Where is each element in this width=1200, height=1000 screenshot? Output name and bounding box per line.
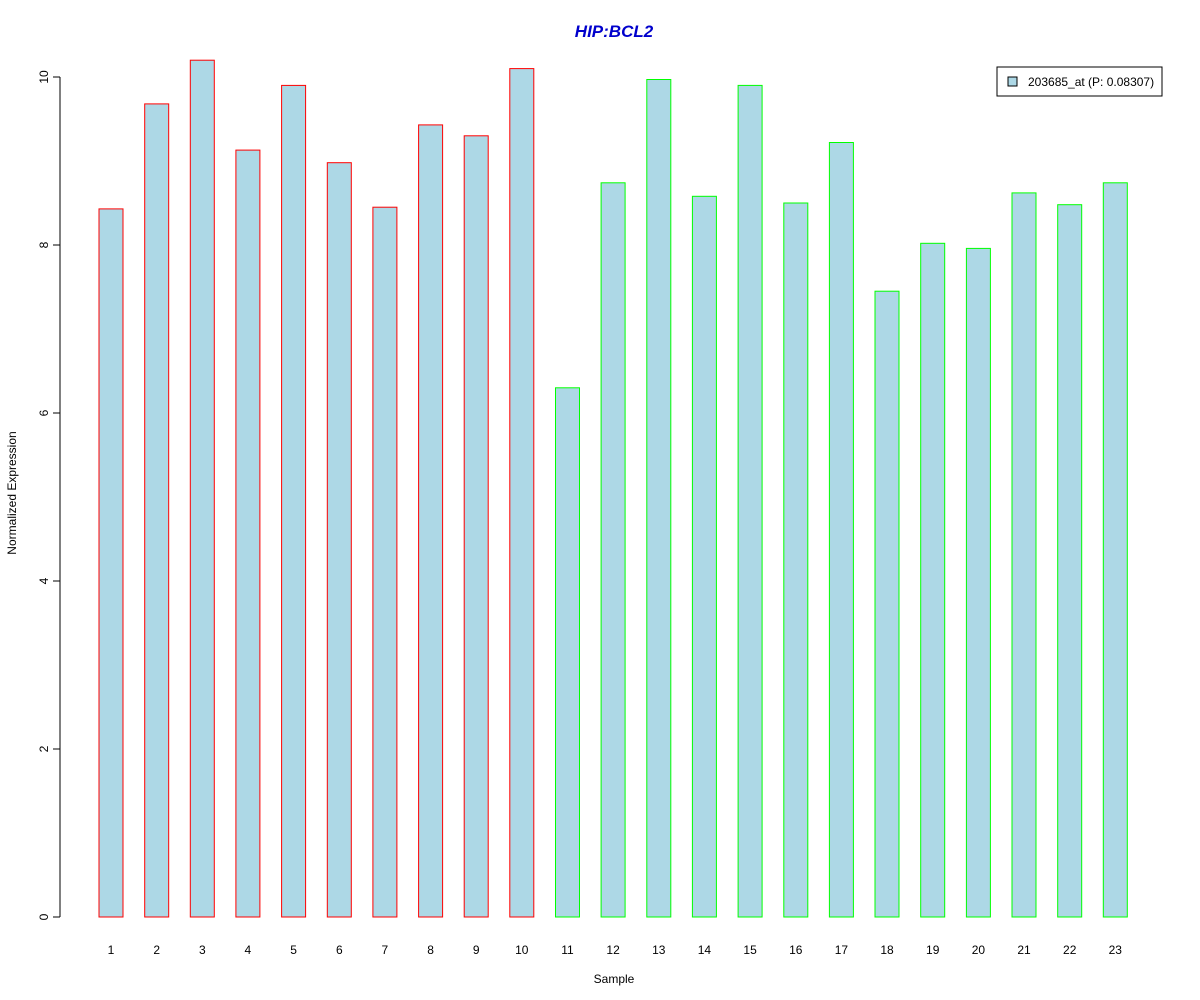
bar-sample-11	[555, 387, 580, 918]
bar-sample-14	[691, 195, 717, 918]
x-tick-label: 22	[1063, 943, 1077, 957]
legend-swatch	[1007, 76, 1018, 87]
bar-sample-13	[646, 79, 672, 918]
bar-sample-23	[1102, 182, 1128, 918]
x-tick-label: 17	[835, 943, 849, 957]
x-tick-label: 4	[245, 943, 252, 957]
x-tick-label: 11	[561, 943, 574, 957]
bar-sample-20	[965, 247, 991, 918]
bar-sample-8	[418, 124, 444, 918]
x-tick-label: 21	[1017, 943, 1031, 957]
bar-sample-2	[144, 103, 170, 918]
bar-sample-5	[281, 84, 307, 918]
bar-sample-18	[874, 290, 900, 918]
bar-sample-7	[372, 206, 398, 918]
x-axis-title: Sample	[594, 972, 635, 986]
x-tick-label: 14	[698, 943, 712, 957]
x-tick-labels: 1 2 3 4 5 6 7 8 9 10 11 12 13 14 15 16 17 18 19 20 21 22 23	[108, 943, 1123, 957]
bar-sample-17	[828, 142, 854, 918]
x-tick-label: 19	[926, 943, 940, 957]
y-tick-label: 2	[37, 745, 51, 752]
bar-sample-22	[1057, 204, 1083, 918]
y-tick-label: 10	[37, 70, 51, 84]
x-tick-label: 10	[515, 943, 529, 957]
bar-sample-12	[600, 182, 626, 918]
x-tick-label: 8	[427, 943, 434, 957]
x-tick-label: 15	[743, 943, 757, 957]
bars-group	[98, 59, 1128, 918]
bar-sample-1	[98, 208, 124, 918]
bar-sample-19	[920, 242, 946, 918]
x-tick-label: 18	[880, 943, 894, 957]
bar-sample-3	[189, 59, 215, 918]
x-tick-label: 3	[199, 943, 206, 957]
legend: 203685_at (P: 0.08307)	[996, 66, 1163, 97]
x-tick-label: 5	[290, 943, 297, 957]
bar-sample-10	[509, 68, 535, 918]
legend-box	[996, 66, 1163, 97]
x-tick-label: 20	[972, 943, 986, 957]
bar-sample-16	[783, 202, 809, 918]
y-tick-label: 6	[37, 409, 51, 416]
bar-sample-15	[737, 84, 763, 918]
bar-sample-21	[1011, 192, 1037, 918]
x-tick-label: 16	[789, 943, 803, 957]
y-axis: 0 2 4 6 8 10	[37, 70, 61, 920]
x-tick-label: 7	[382, 943, 389, 957]
x-tick-label: 13	[652, 943, 666, 957]
y-tick-label: 0	[37, 913, 51, 920]
y-axis-title: Normalized Expression	[5, 431, 19, 554]
x-tick-label: 23	[1109, 943, 1123, 957]
y-tick-label: 8	[37, 241, 51, 248]
bar-sample-4	[235, 149, 261, 918]
legend-label: 203685_at (P: 0.08307)	[1028, 75, 1154, 89]
chart-title: HIP:BCL2	[575, 22, 654, 41]
x-tick-label: 1	[108, 943, 115, 957]
bar-sample-6	[326, 162, 352, 918]
x-tick-label: 2	[153, 943, 160, 957]
bar-sample-9	[463, 135, 489, 918]
x-tick-label: 12	[606, 943, 620, 957]
x-tick-label: 9	[473, 943, 480, 957]
y-tick-label: 4	[37, 577, 51, 584]
x-tick-label: 6	[336, 943, 343, 957]
